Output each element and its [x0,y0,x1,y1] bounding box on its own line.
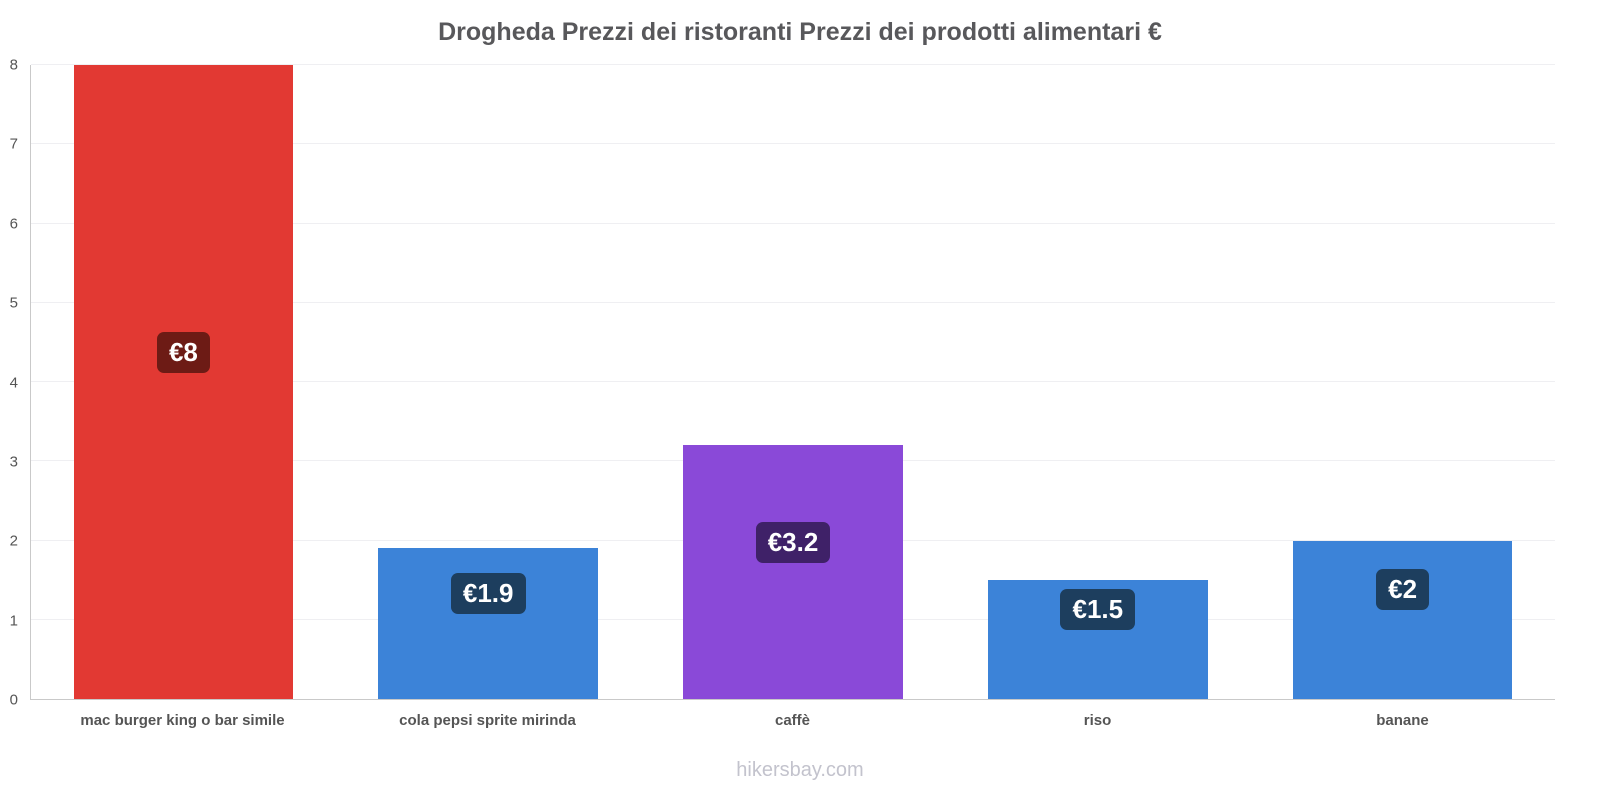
gridline [31,301,1555,303]
x-axis-labels: mac burger king o bar simile cola pepsi s… [30,712,1555,729]
y-tick-label: 4 [9,374,18,391]
y-tick-label: 6 [9,215,18,233]
gridline [31,64,1555,65]
bar-slot: €3.2 [641,65,946,699]
y-tick-label: 2 [9,532,18,550]
bar-value-label: €1.9 [450,573,526,615]
bar-slot: €8 [31,65,336,699]
plot-area: €8 €1.9 €3.2 €1.5 €2 [30,64,1555,700]
x-axis-label: banane [1376,712,1429,729]
y-tick-label: 7 [9,135,18,153]
bar-value-label: €1.5 [1060,589,1136,631]
gridline [31,222,1555,224]
bar: €1.9 [378,548,598,699]
x-axis-label: riso [1083,712,1112,729]
bar-value-label: €2 [1376,569,1430,611]
x-axis-label: cola pepsi sprite mirinda [399,712,576,729]
bar: €8 [73,65,294,699]
bar-slot: €1.5 [945,65,1250,699]
bar-value-label: €3.2 [755,521,831,563]
gridline [31,143,1555,145]
x-axis-label: mac burger king o bar simile [80,712,285,729]
y-tick-label: 8 [9,56,18,74]
gridline [31,381,1555,382]
bar: €2 [1292,540,1513,699]
y-axis-labels: 0 1 2 3 4 5 6 7 8 [0,57,26,709]
chart-title: Drogheda Prezzi dei ristoranti Prezzi de… [438,18,1162,46]
bar-slot: €1.9 [336,65,641,699]
bars: €8 €1.9 €3.2 €1.5 €2 [31,65,1555,699]
y-tick-label: 3 [9,453,18,471]
y-tick-label: 1 [9,612,18,630]
bar-value-label: €8 [156,331,210,373]
y-tick-label: 5 [9,294,18,312]
bar-slot: €2 [1250,65,1555,699]
bar: €1.5 [988,580,1208,699]
y-tick-label: 0 [9,691,18,709]
watermark: hikersbay.com [736,759,864,781]
x-axis-label: caffè [774,712,811,729]
bar: €3.2 [683,445,903,699]
